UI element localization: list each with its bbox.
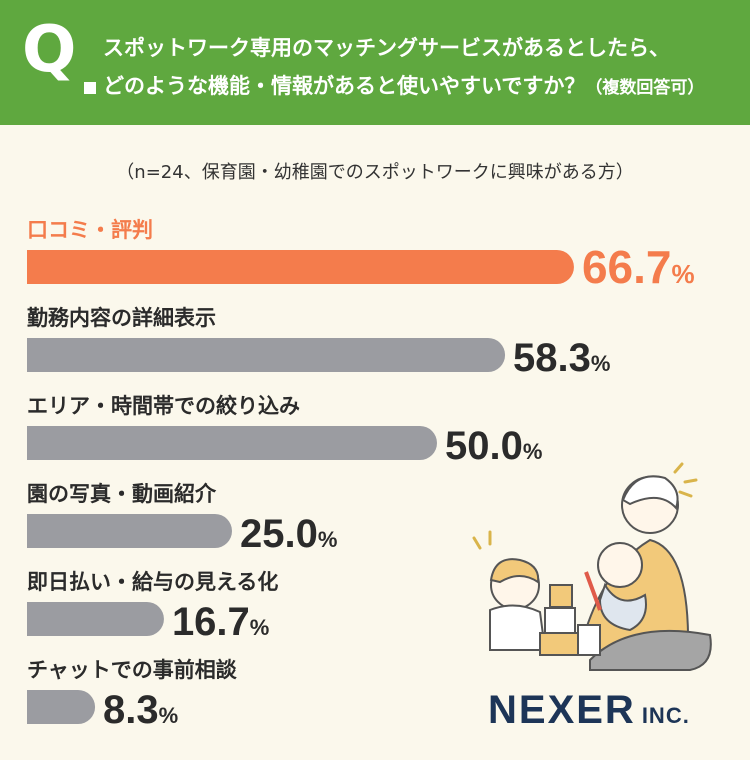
bar-value-label: 66.7% [582, 241, 695, 293]
bar-left-cap [27, 690, 61, 724]
company-logo: NEXER INC. [488, 688, 690, 733]
bar [27, 514, 232, 548]
bar-category-label: 口コミ・評判 [27, 218, 153, 242]
bar [27, 602, 164, 636]
bar [27, 338, 506, 372]
bar-category-label: 即日払い・給与の見える化 [27, 570, 278, 594]
question-header: Q スポットワーク専用のマッチングサービスがあるとしたら、 どのような機能・情報… [0, 0, 750, 125]
question-note: （複数回答可） [585, 78, 705, 98]
q-mark: Q [22, 13, 77, 87]
bar-value-label: 50.0% [445, 424, 542, 468]
logo-suffix: INC. [641, 703, 690, 728]
q-dot [84, 82, 96, 94]
sparkle-icon [472, 462, 698, 550]
bar-left-cap [27, 602, 61, 636]
bar [27, 250, 574, 284]
baby-figure [584, 542, 647, 632]
logo-name: NEXER [488, 688, 636, 732]
bar [27, 426, 437, 460]
question-line-1: スポットワーク専用のマッチングサービスがあるとしたら、 [103, 36, 670, 60]
bar-left-cap [27, 514, 61, 548]
bar-category-label: 園の写真・動画紹介 [27, 482, 217, 506]
bar-category-label: チャットでの事前相談 [27, 658, 238, 682]
teacher-children-illustration [472, 462, 712, 671]
sample-note: （n=24、保育園・幼稚園でのスポットワークに興味がある方） [116, 162, 634, 183]
bar-value-label: 58.3% [513, 336, 610, 380]
bar-left-cap [27, 250, 61, 284]
teacher-figure [578, 475, 712, 671]
bar-left-cap [27, 338, 61, 372]
child-figure [489, 558, 547, 651]
bar-value-label: 25.0% [240, 512, 337, 556]
question-line-2: どのような機能・情報があると使いやすいですか？（複数回答可） [103, 70, 704, 100]
bar-value-label: 8.3% [103, 688, 178, 732]
toy-blocks [539, 584, 601, 656]
bar-category-label: 勤務内容の詳細表示 [27, 306, 216, 330]
question-line-2-text: どのような機能・情報があると使いやすいですか？ [103, 74, 586, 98]
bar-left-cap [27, 426, 61, 460]
bar-value-label: 16.7% [172, 600, 269, 644]
bar-category-label: エリア・時間帯での絞り込み [27, 394, 300, 418]
